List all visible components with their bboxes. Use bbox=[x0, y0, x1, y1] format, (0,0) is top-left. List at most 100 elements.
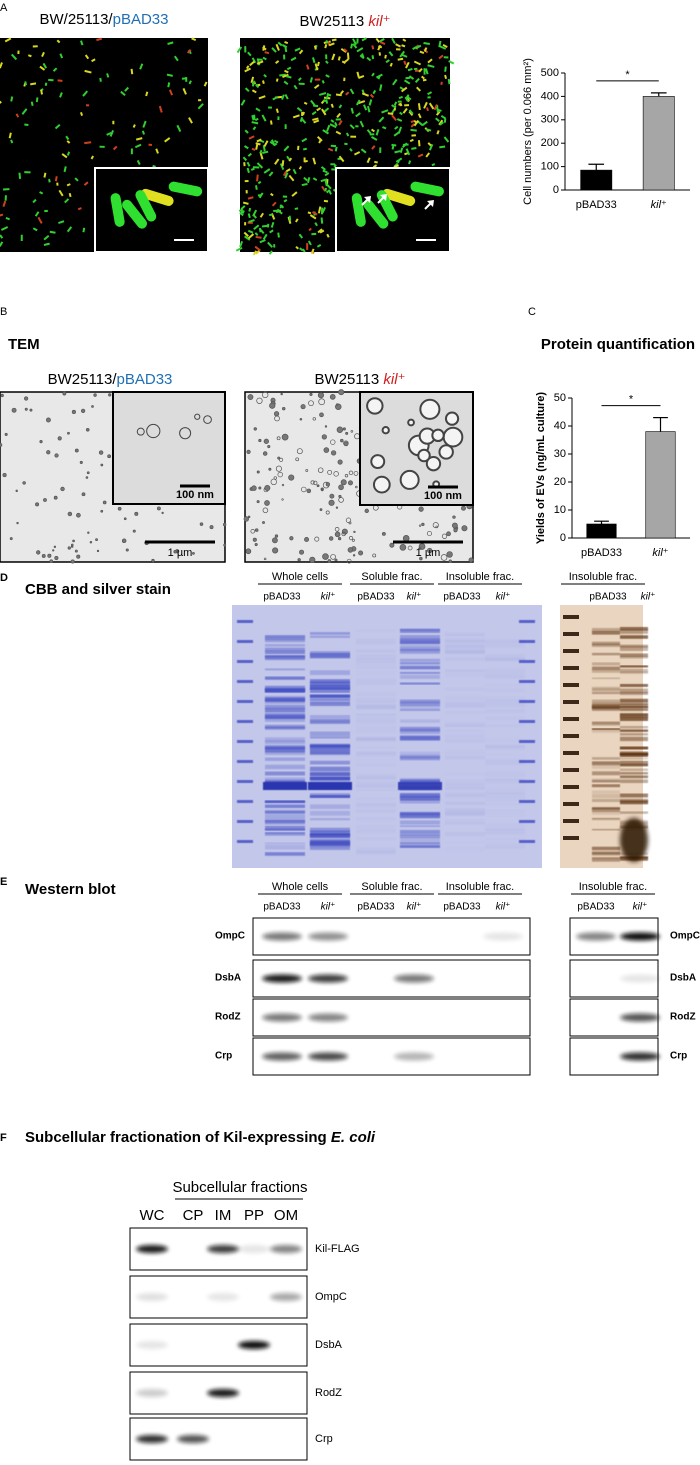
cell bbox=[284, 93, 289, 100]
cell bbox=[262, 56, 267, 61]
cell bbox=[37, 216, 43, 224]
cell bbox=[436, 130, 440, 135]
panel-title-part: E. coli bbox=[331, 1129, 376, 1146]
cell bbox=[294, 47, 301, 52]
cell bbox=[61, 153, 68, 159]
vesicle bbox=[100, 509, 104, 513]
cell bbox=[5, 216, 10, 221]
cell bbox=[338, 155, 345, 163]
cell bbox=[244, 87, 250, 93]
cell bbox=[381, 109, 389, 114]
gel-band bbox=[519, 720, 535, 723]
vesicle bbox=[329, 394, 336, 400]
cell bbox=[316, 107, 322, 112]
cell bbox=[307, 240, 312, 246]
cell bbox=[271, 47, 277, 53]
bar bbox=[645, 431, 676, 539]
vesicle bbox=[336, 426, 344, 433]
cell bbox=[30, 82, 37, 86]
cell bbox=[0, 226, 9, 231]
cell bbox=[366, 129, 372, 135]
gel-band bbox=[265, 820, 305, 823]
gel-band bbox=[519, 660, 535, 663]
cell bbox=[263, 168, 271, 174]
cell bbox=[405, 76, 411, 80]
vesicle bbox=[24, 407, 28, 411]
vesicle bbox=[263, 557, 267, 561]
vesicle bbox=[335, 403, 339, 406]
cell bbox=[27, 54, 32, 58]
cell bbox=[405, 95, 412, 101]
cell bbox=[320, 217, 324, 224]
gel-band bbox=[563, 785, 579, 789]
gel-band bbox=[356, 639, 396, 643]
vesicle bbox=[304, 537, 310, 542]
vesicle bbox=[338, 389, 345, 396]
panel-label: A bbox=[0, 2, 8, 14]
gel-band bbox=[265, 655, 305, 661]
cell bbox=[312, 157, 317, 165]
blot-band bbox=[262, 1052, 302, 1061]
group-label: Whole cells bbox=[272, 571, 329, 583]
gel-band bbox=[310, 770, 350, 775]
gel-band bbox=[400, 646, 440, 650]
cell bbox=[428, 143, 434, 151]
cell bbox=[302, 248, 306, 253]
scale-label: 100 nm bbox=[176, 489, 214, 501]
vesicle bbox=[246, 449, 251, 454]
vesicle bbox=[54, 556, 59, 561]
cell bbox=[256, 138, 262, 143]
cell bbox=[240, 205, 246, 210]
blot-band bbox=[620, 974, 660, 983]
cell bbox=[241, 210, 245, 214]
cell bbox=[366, 157, 371, 164]
cell bbox=[444, 66, 447, 72]
vesicle bbox=[272, 537, 278, 544]
vesicle bbox=[446, 551, 453, 558]
cell bbox=[409, 138, 414, 143]
gel-band bbox=[563, 836, 579, 840]
vesicle bbox=[316, 484, 320, 488]
blot-band bbox=[136, 1389, 168, 1397]
vesicle bbox=[252, 537, 257, 542]
lane-label: pBAD33 bbox=[357, 902, 395, 913]
gel-band bbox=[400, 841, 440, 845]
cell bbox=[132, 124, 136, 128]
cell bbox=[246, 161, 251, 167]
cell bbox=[410, 123, 416, 128]
cell bbox=[257, 180, 262, 185]
gel-band bbox=[485, 716, 525, 719]
gel-band bbox=[592, 728, 620, 731]
vesicle bbox=[297, 558, 301, 562]
cell bbox=[328, 189, 332, 195]
gel-band bbox=[310, 720, 350, 724]
gel-band bbox=[400, 799, 440, 804]
cell bbox=[251, 80, 256, 87]
cell bbox=[90, 155, 95, 160]
gel-band bbox=[400, 666, 440, 670]
vesicle bbox=[327, 559, 332, 563]
gel-band bbox=[400, 719, 440, 723]
cell bbox=[112, 145, 118, 151]
cell bbox=[404, 79, 411, 85]
vesicle bbox=[67, 431, 70, 435]
gel-band bbox=[237, 620, 253, 623]
cell bbox=[417, 153, 424, 158]
gel-band bbox=[445, 841, 485, 843]
arrow-head bbox=[380, 194, 387, 201]
cell bbox=[275, 60, 280, 64]
vesicle bbox=[317, 392, 325, 399]
vesicle bbox=[262, 507, 269, 514]
cell bbox=[142, 120, 147, 128]
cell bbox=[244, 235, 251, 241]
gel-band bbox=[485, 803, 525, 806]
panel-label: F bbox=[0, 1132, 7, 1144]
gel-band bbox=[620, 772, 648, 775]
lane-label: pBAD33 bbox=[443, 592, 481, 603]
cell bbox=[401, 142, 408, 148]
cell bbox=[304, 159, 308, 163]
cell bbox=[99, 77, 102, 82]
vesicle bbox=[418, 506, 424, 512]
gel-band bbox=[445, 802, 485, 805]
blot-band bbox=[136, 1341, 168, 1349]
